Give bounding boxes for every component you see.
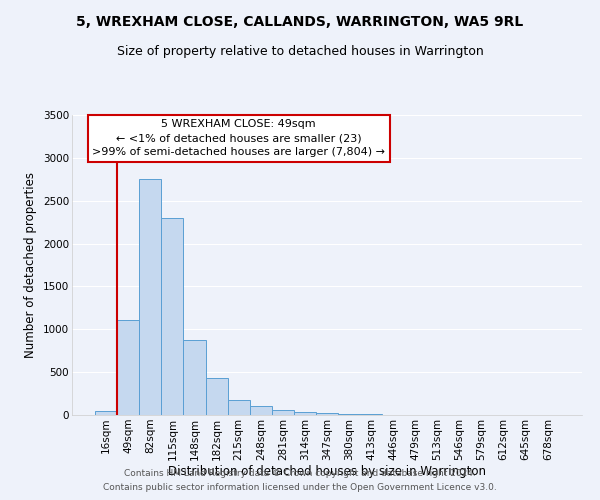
- Bar: [316, 414, 338, 415]
- Bar: [117, 320, 139, 415]
- Bar: [139, 180, 161, 415]
- Text: Contains public sector information licensed under the Open Government Licence v3: Contains public sector information licen…: [103, 484, 497, 492]
- Bar: [360, 414, 382, 415]
- Bar: [227, 400, 250, 415]
- Bar: [272, 410, 294, 415]
- Y-axis label: Number of detached properties: Number of detached properties: [25, 172, 37, 358]
- Bar: [250, 406, 272, 415]
- Bar: [294, 412, 316, 415]
- Text: Size of property relative to detached houses in Warrington: Size of property relative to detached ho…: [116, 45, 484, 58]
- Bar: [184, 340, 206, 415]
- Text: 5 WREXHAM CLOSE: 49sqm
← <1% of detached houses are smaller (23)
>99% of semi-de: 5 WREXHAM CLOSE: 49sqm ← <1% of detached…: [92, 120, 385, 158]
- Text: 5, WREXHAM CLOSE, CALLANDS, WARRINGTON, WA5 9RL: 5, WREXHAM CLOSE, CALLANDS, WARRINGTON, …: [76, 15, 524, 29]
- Bar: [95, 410, 117, 415]
- Text: Contains HM Land Registry data © Crown copyright and database right 2024.: Contains HM Land Registry data © Crown c…: [124, 468, 476, 477]
- Bar: [161, 218, 184, 415]
- Bar: [206, 378, 227, 415]
- X-axis label: Distribution of detached houses by size in Warrington: Distribution of detached houses by size …: [168, 466, 486, 478]
- Bar: [338, 414, 360, 415]
